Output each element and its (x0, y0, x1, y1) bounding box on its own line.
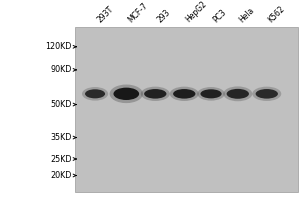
Bar (75, 27, 298, 192)
Ellipse shape (200, 89, 222, 98)
Text: 293: 293 (155, 7, 172, 24)
Ellipse shape (144, 89, 167, 99)
Text: HepG2: HepG2 (184, 0, 209, 24)
Ellipse shape (173, 89, 195, 99)
Text: 90KD: 90KD (51, 65, 72, 74)
Ellipse shape (223, 86, 252, 101)
Ellipse shape (170, 87, 199, 101)
Text: 50KD: 50KD (51, 100, 72, 109)
Text: 293T: 293T (95, 4, 115, 24)
Ellipse shape (141, 87, 170, 101)
Ellipse shape (110, 85, 143, 103)
Ellipse shape (197, 87, 225, 101)
Text: 120KD: 120KD (46, 42, 72, 51)
Ellipse shape (252, 87, 281, 101)
Text: 35KD: 35KD (51, 133, 72, 142)
Ellipse shape (256, 89, 278, 99)
Text: MCF-7: MCF-7 (126, 1, 149, 24)
Text: 25KD: 25KD (50, 154, 72, 164)
Text: PC3: PC3 (211, 7, 228, 24)
Ellipse shape (113, 88, 139, 100)
Text: Hela: Hela (238, 5, 256, 24)
Ellipse shape (85, 89, 105, 98)
Ellipse shape (226, 89, 249, 99)
Ellipse shape (82, 87, 108, 101)
Text: 20KD: 20KD (51, 171, 72, 180)
Text: K562: K562 (267, 4, 287, 24)
